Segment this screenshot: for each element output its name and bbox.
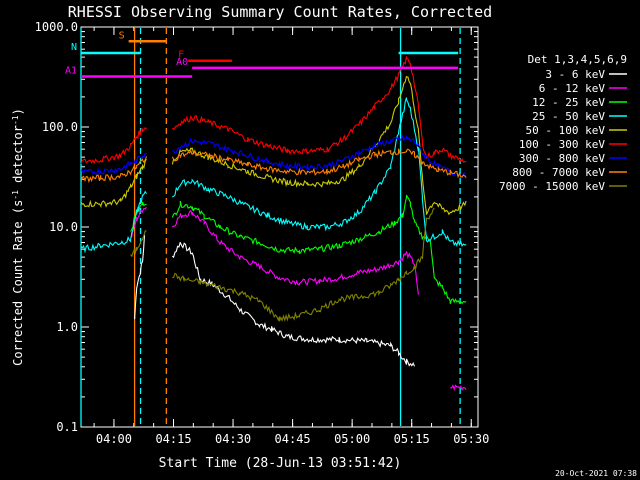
series-line-100-300-kev bbox=[80, 56, 467, 165]
series-line-3-6-kev bbox=[134, 234, 416, 367]
legend-title: Det 1,3,4,5,6,9 bbox=[528, 53, 627, 66]
legend-entry-label: 800 - 7000 keV bbox=[512, 166, 605, 179]
flag-label-a0: A0 bbox=[176, 57, 188, 68]
flag-label-a1: A1 bbox=[65, 65, 77, 76]
y-tick-label: 1.0 bbox=[56, 320, 78, 334]
footer-date: 20-Oct-2021 07:38 bbox=[555, 469, 637, 478]
plot-area: 1000.0 100.0 10.0 1.0 0.1 04:00 04:15 04:30 04:4… bbox=[35, 20, 490, 446]
legend-entry-label: 25 - 50 keV bbox=[532, 110, 605, 123]
legend-entry-label: 100 - 300 keV bbox=[519, 138, 605, 151]
legend-entry-label: 300 - 800 keV bbox=[519, 152, 605, 165]
x-tick-label: 04:00 bbox=[96, 432, 132, 446]
x-tick-label: 04:15 bbox=[155, 432, 191, 446]
y-axis-label-mid: detector bbox=[11, 125, 25, 190]
chart-title: RHESSI Observing Summary Count Rates, Co… bbox=[68, 3, 492, 21]
y-tick-label: 100.0 bbox=[42, 120, 78, 134]
legend-entry-label: 12 - 25 keV bbox=[532, 96, 605, 109]
x-tick-label: 04:30 bbox=[215, 432, 251, 446]
legend-entry-label: 6 - 12 keV bbox=[539, 82, 606, 95]
x-axis-label: Start Time (28-Jun-13 03:51:42) bbox=[159, 456, 402, 471]
legend-entry-label: 3 - 6 keV bbox=[545, 68, 605, 81]
series-line-12-25-kev bbox=[130, 194, 467, 305]
y-axis-label-sup2: -1 bbox=[11, 115, 20, 125]
x-tick-label: 04:45 bbox=[275, 432, 311, 446]
y-tick-label: 1000.0 bbox=[35, 20, 78, 34]
y-tick-label: 0.1 bbox=[56, 420, 78, 434]
y-axis-label: Corrected Count Rate (s-1 detector-1) bbox=[11, 108, 26, 366]
y-axis-label-main: Corrected Count Rate (s bbox=[11, 200, 25, 366]
x-tick-label: 05:15 bbox=[394, 432, 430, 446]
series-line-800-7000-kev bbox=[80, 148, 467, 184]
legend-entry-label: 7000 - 15000 keV bbox=[499, 180, 605, 193]
x-tick-label: 05:30 bbox=[453, 432, 489, 446]
y-axis-label-sup1: -1 bbox=[11, 190, 20, 200]
series-line-7000-15000-kev bbox=[130, 207, 435, 322]
y-tick-label: 10.0 bbox=[49, 220, 78, 234]
x-tick-label: 05:00 bbox=[334, 432, 370, 446]
y-axis-label-end: ) bbox=[11, 108, 25, 115]
series-line-50-100-kev bbox=[80, 75, 467, 216]
flag-label-f: F bbox=[178, 50, 184, 61]
flag-label-n: N bbox=[71, 42, 77, 53]
series-line-25-50-kev bbox=[80, 97, 467, 254]
series-line-6-12-kev bbox=[130, 206, 467, 391]
legend-entry-label: 50 - 100 keV bbox=[526, 124, 606, 137]
flag-label-s: S bbox=[119, 30, 125, 41]
series-line-300-800-kev bbox=[81, 134, 467, 179]
